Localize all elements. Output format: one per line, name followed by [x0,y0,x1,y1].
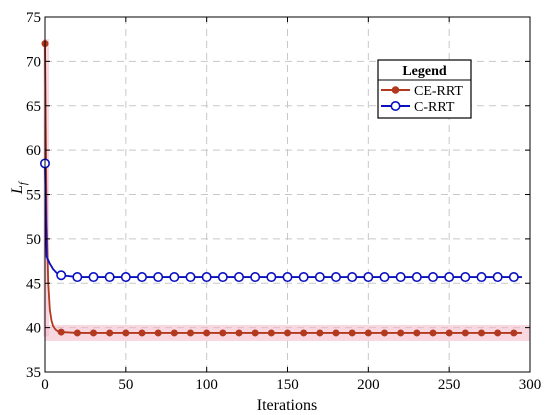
c-rrt-point [347,272,358,283]
c-rrt-point [395,272,406,283]
c-rrt-point [72,272,83,283]
y-axis-title-subscript: f [17,180,29,185]
x-tick-label: 0 [41,377,49,393]
ce-rrt-point [364,329,372,337]
ce-rrt-point [510,329,518,337]
y-tick-label: 60 [26,143,41,159]
c-rrt-point [266,272,277,283]
ce-rrt-point [138,329,146,337]
ce-rrt-point [251,329,259,337]
c-rrt-point [282,272,293,283]
ce-rrt-point [300,329,308,337]
c-rrt-point [476,272,487,283]
ce-rrt-point [494,329,502,337]
ce-rrt-point [203,329,211,337]
ce-rrt-point [397,329,405,337]
ce-rrt-point [267,329,275,337]
c-rrt-point [56,270,67,281]
ce-rrt-point [57,328,65,336]
ce-rrt-point [187,329,194,337]
c-rrt-point [460,272,471,283]
c-rrt-point [201,272,212,283]
legend-label-ce-rrt: CE-RRT [414,84,463,99]
ce-rrt-point [478,329,485,337]
ce-rrt-point [445,329,453,337]
c-rrt-point [492,272,503,283]
ce-rrt-line [44,43,522,334]
c-rrt-point [120,272,131,283]
x-tick-label: 300 [519,377,542,393]
c-rrt-point [298,272,309,283]
y-tick-label: 50 [26,232,41,248]
c-rrt-point [314,272,325,283]
ce-rrt-point [429,329,437,337]
ce-rrt-point [170,329,178,337]
ce-rrt-point [461,329,469,337]
x-tick-label: 50 [118,377,133,393]
x-tick-label: 250 [438,377,461,393]
axis-ticks [44,16,531,373]
ce-rrt-point [73,329,81,337]
legend-marker-c-rrt [390,101,401,112]
c-rrt-point [411,272,422,283]
ce-rrt-point [316,329,324,337]
y-tick-label: 65 [26,99,41,115]
ce-rrt-point [154,329,162,337]
c-rrt-point [234,272,245,283]
c-rrt-point [153,272,164,283]
ce-rrt-point [106,329,114,337]
ce-rrt-point [284,329,291,337]
c-rrt-point [250,272,261,283]
c-rrt-point [185,272,196,283]
c-rrt-point [379,272,390,283]
y-tick-label: 35 [26,365,41,381]
x-axis-title: Iterations [257,397,317,414]
legend: Legend CE-RRT C-RRT [377,59,472,119]
y-axis-title: Lf [9,180,29,195]
c-rrt-point [427,272,438,283]
ce-rrt-point [235,329,243,337]
y-tick-label: 70 [26,54,41,70]
c-rrt-point [88,272,99,283]
ce-rrt-point [332,329,340,337]
ce-rrt-point [219,329,227,337]
series-lines [44,43,522,334]
c-rrt-line [44,163,522,278]
ce-rrt-point [381,329,388,337]
y-tick-label: 40 [26,321,41,337]
x-tick-labels: 0 50 100 150 200 250 300 [41,377,541,393]
c-rrt-point [363,272,374,283]
x-tick-label: 100 [195,377,218,393]
c-rrt-point [104,272,115,283]
c-rrt-point [217,272,228,283]
series-markers [39,40,519,337]
c-rrt-point [444,272,455,283]
x-tick-label: 200 [357,377,380,393]
c-rrt-point [137,272,148,283]
c-rrt-point [508,272,519,283]
ce-rrt-point [413,329,421,337]
legend-title: Legend [402,64,447,79]
c-rrt-point [169,272,180,283]
y-tick-labels: 35 40 45 50 55 60 65 70 75 [26,10,41,381]
x-tick-label: 150 [276,377,299,393]
legend-label-c-rrt: C-RRT [414,100,455,115]
ce-rrt-point [90,329,97,337]
ce-rrt-point [122,329,130,337]
legend-marker-ce-rrt [391,86,400,94]
y-tick-label: 55 [26,188,41,204]
c-rrt-point [330,272,341,283]
y-axis-title-main: L [9,185,26,195]
y-tick-label: 75 [26,10,41,26]
ce-rrt-point [348,329,356,337]
y-tick-label: 45 [26,276,41,292]
